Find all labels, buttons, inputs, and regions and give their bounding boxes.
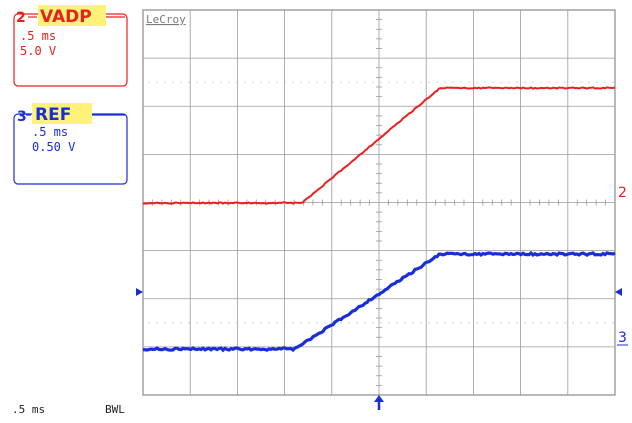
trigger-position-icon[interactable]: [374, 395, 384, 410]
channel-2-label-highlight: [38, 5, 106, 26]
right-level-arrow-icon[interactable]: [615, 288, 622, 296]
channel-2-label: VADP: [40, 7, 92, 27]
left-level-arrow-icon[interactable]: [136, 288, 143, 296]
timebase-status: .5 ms: [12, 403, 45, 416]
channel-2-trace: [142, 86, 616, 205]
channel-3-number: 3: [17, 109, 27, 125]
channel-2-number: 2: [16, 10, 26, 26]
channel-3-volts-per-div: 0.50 V: [32, 140, 75, 154]
brand-label: LeCroy: [146, 13, 186, 26]
channel-2-volts-per-div: 5.0 V: [20, 44, 56, 58]
channel-3-marker[interactable]: 3: [618, 330, 627, 346]
channel-3-trace: [142, 250, 616, 353]
graticule-dots: [148, 81, 614, 324]
channel-2-timebase: .5 ms: [20, 29, 56, 43]
channel-3-label-highlight: [32, 103, 92, 124]
channel-2-marker[interactable]: 2: [618, 185, 627, 201]
channel-3-timebase: .5 ms: [32, 125, 68, 139]
bandwidth-limit-status: BWL: [105, 403, 125, 416]
channel-3-info-box[interactable]: 3 REF .5 ms 0.50 V: [13, 103, 128, 185]
channel-2-info-box[interactable]: 2 VADP .5 ms 5.0 V: [13, 5, 128, 87]
channel-3-label: REF: [35, 105, 71, 125]
